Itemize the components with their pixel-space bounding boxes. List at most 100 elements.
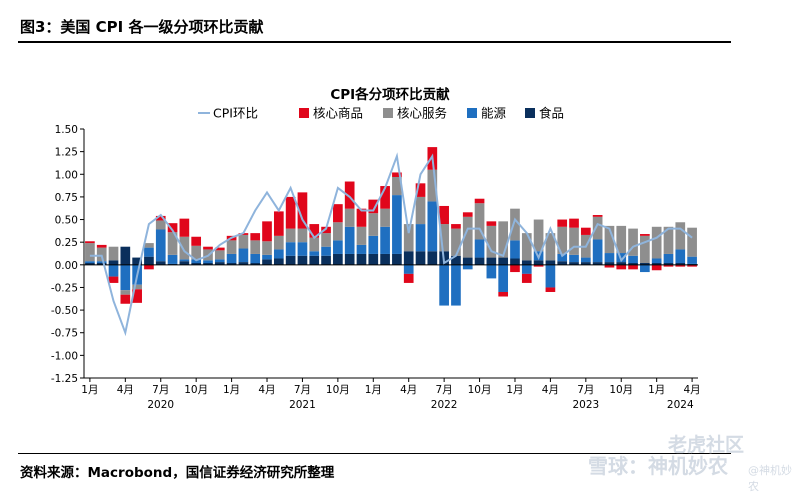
bar-core-goods — [675, 264, 686, 267]
x-tick-label: 1月 — [223, 384, 240, 396]
bar-core-goods — [132, 289, 142, 303]
bar-energy — [344, 226, 355, 254]
bar-energy — [592, 239, 603, 263]
bar-food — [238, 262, 249, 265]
bar-core-goods — [333, 204, 343, 223]
bar-core-services — [640, 235, 650, 264]
bar-core-goods — [392, 172, 402, 177]
bar-food — [273, 258, 284, 265]
legend-core-goods: 核心商品 — [299, 106, 363, 121]
cpi-line — [89, 152, 693, 337]
y-tick-label: 1.00 — [55, 169, 78, 181]
bar-food — [545, 260, 556, 265]
bar-core-goods — [120, 294, 131, 304]
bar-core-services — [380, 208, 390, 227]
bar-core-services — [675, 222, 686, 250]
bar-food — [628, 263, 638, 265]
bar-core-services — [238, 234, 249, 249]
bar-core-goods — [510, 264, 520, 273]
bar-food — [356, 253, 367, 265]
bar-food — [309, 255, 320, 265]
bar-core-services — [498, 221, 509, 258]
bar-core-services — [427, 169, 438, 202]
bar-food — [592, 262, 603, 265]
bar-energy — [297, 242, 308, 256]
year-label: 2024 — [667, 399, 694, 411]
x-tick-label: 10月 — [326, 384, 350, 396]
x-tick-label: 4月 — [400, 384, 417, 396]
x-tick-label: 1月 — [506, 384, 523, 396]
bar-food — [392, 253, 402, 265]
bar-core-services — [415, 196, 426, 225]
bar-food — [427, 251, 438, 265]
bar-energy — [108, 264, 119, 277]
x-tick-label: 1月 — [648, 384, 665, 396]
bar-core-goods — [569, 218, 579, 228]
bar-energy — [427, 201, 438, 252]
y-tick-label: -0.50 — [51, 305, 78, 317]
x-tick-label: 7月 — [152, 384, 169, 396]
bar-core-goods — [663, 264, 674, 267]
bar-food — [85, 263, 95, 265]
y-tick-label: 0.25 — [55, 237, 78, 249]
bar-food — [297, 255, 308, 265]
bar-food — [474, 257, 485, 265]
bar-core-services — [392, 176, 402, 196]
bar-core-services — [462, 216, 473, 258]
bar-food — [179, 261, 190, 265]
bar-food — [663, 263, 674, 265]
bar-food — [380, 253, 390, 265]
x-tick-label: 4月 — [684, 384, 701, 396]
bar-food — [580, 262, 591, 265]
x-tick-label: 10月 — [609, 384, 633, 396]
bar-core-services — [569, 227, 579, 255]
bar-energy — [321, 246, 331, 256]
legend-cpi: CPI环比 — [198, 106, 258, 121]
bar-energy — [557, 253, 568, 262]
top-divider — [18, 41, 731, 43]
bar-core-services — [262, 241, 272, 255]
bar-core-goods — [687, 264, 697, 267]
bar-energy — [285, 242, 296, 256]
bar-energy — [179, 259, 190, 262]
bar-core-services — [333, 222, 343, 241]
y-tick-label: 1.50 — [55, 124, 78, 136]
bar-core-goods — [167, 223, 178, 233]
legend-label: 食品 — [539, 106, 564, 121]
bar-energy — [368, 235, 379, 254]
source-note: 资料来源：Macrobond，国信证券经济研究所整理 — [20, 465, 335, 481]
bar-core-goods — [321, 226, 331, 234]
legend-food: 食品 — [525, 106, 564, 121]
bar-energy — [250, 253, 261, 264]
bar-food — [498, 257, 509, 265]
legend-label: 能源 — [481, 106, 507, 121]
legend-swatch — [467, 108, 477, 118]
bar-core-services — [557, 226, 568, 254]
bar-core-services — [403, 224, 414, 252]
bar-food — [510, 258, 520, 265]
x-tick-label: 4月 — [258, 384, 275, 396]
bar-food — [191, 263, 202, 265]
bar-energy — [238, 248, 249, 263]
x-tick-label: 10月 — [468, 384, 492, 396]
bar-energy — [203, 260, 213, 264]
bar-core-goods — [580, 227, 591, 235]
bar-food — [604, 262, 615, 265]
bar-food — [96, 263, 107, 265]
bar-core-goods — [250, 233, 261, 241]
x-tick-label: 10月 — [184, 384, 208, 396]
bar-core-services — [510, 208, 520, 241]
bar-food — [557, 261, 568, 265]
x-tick-label: 1月 — [81, 384, 98, 396]
bar-food — [132, 257, 142, 265]
watermark-tiger: 老虎社区 — [668, 434, 745, 456]
bar-core-services — [663, 226, 674, 254]
bar-core-services — [179, 236, 190, 260]
bar-core-services — [356, 226, 367, 245]
bar-core-goods — [628, 264, 638, 270]
bar-energy — [273, 249, 284, 259]
bar-food — [462, 257, 473, 265]
bar-core-goods — [191, 236, 202, 246]
bar-food — [640, 263, 650, 265]
bar-food — [214, 262, 225, 265]
